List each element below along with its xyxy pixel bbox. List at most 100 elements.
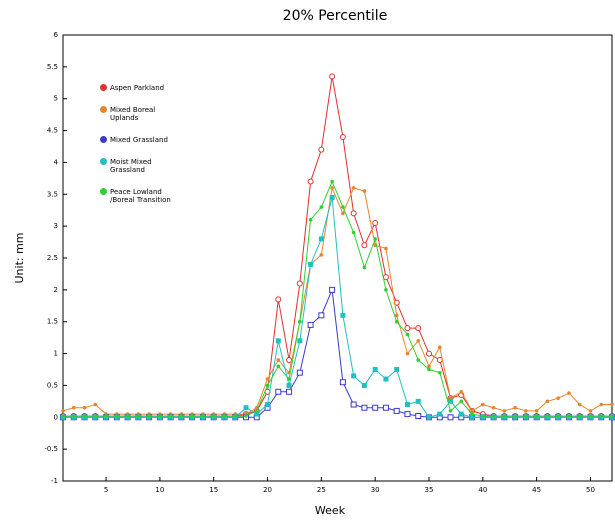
marker bbox=[286, 382, 292, 388]
legend-label: Mixed Boreal Uplands bbox=[110, 106, 156, 122]
marker bbox=[104, 414, 108, 418]
marker bbox=[415, 413, 422, 420]
y-tick-label: 4.5 bbox=[47, 127, 58, 135]
marker bbox=[201, 414, 205, 418]
marker bbox=[382, 404, 389, 411]
y-axis-label: Unit: mm bbox=[13, 232, 26, 283]
marker bbox=[147, 414, 151, 418]
marker bbox=[115, 414, 119, 418]
legend-swatch bbox=[100, 158, 107, 165]
marker bbox=[599, 402, 604, 407]
marker bbox=[610, 402, 614, 407]
marker bbox=[534, 414, 539, 418]
x-tick-label: 20 bbox=[263, 486, 272, 494]
marker bbox=[437, 411, 443, 417]
marker bbox=[351, 373, 357, 379]
y-tick-label: 5.5 bbox=[47, 63, 58, 71]
marker bbox=[351, 230, 356, 235]
marker bbox=[82, 405, 87, 410]
marker bbox=[437, 345, 442, 350]
marker bbox=[588, 409, 593, 413]
marker bbox=[545, 399, 550, 404]
marker bbox=[416, 358, 421, 362]
x-tick-label: 15 bbox=[209, 486, 218, 494]
y-tick-label: -0.5 bbox=[44, 445, 58, 453]
marker bbox=[330, 179, 334, 184]
marker bbox=[599, 414, 604, 418]
series-line bbox=[62, 186, 612, 415]
marker bbox=[372, 404, 379, 411]
marker bbox=[393, 407, 400, 414]
marker bbox=[362, 189, 367, 193]
legend-item: Moist Mixed Grassland bbox=[100, 158, 210, 174]
marker bbox=[340, 312, 346, 318]
marker bbox=[513, 414, 517, 418]
marker bbox=[610, 414, 614, 418]
marker bbox=[350, 401, 357, 408]
marker bbox=[577, 414, 582, 418]
y-tick-label: 2.5 bbox=[47, 254, 58, 262]
y-tick-label: 1.5 bbox=[47, 318, 58, 326]
marker bbox=[254, 409, 259, 413]
marker bbox=[287, 377, 291, 381]
marker bbox=[61, 414, 65, 418]
legend-swatch bbox=[100, 188, 107, 195]
marker bbox=[427, 367, 431, 372]
marker bbox=[339, 133, 346, 140]
marker bbox=[416, 339, 421, 343]
marker bbox=[567, 391, 571, 395]
marker bbox=[459, 399, 464, 404]
marker bbox=[372, 219, 379, 226]
marker bbox=[319, 205, 324, 209]
marker bbox=[351, 186, 356, 190]
legend-item: Peace Lowland /Boreal Transition bbox=[100, 188, 210, 204]
marker bbox=[448, 398, 454, 404]
marker bbox=[93, 414, 98, 418]
marker bbox=[524, 409, 528, 413]
marker bbox=[318, 146, 325, 153]
marker bbox=[567, 414, 571, 418]
marker bbox=[491, 414, 496, 418]
legend-swatch bbox=[100, 136, 107, 143]
marker bbox=[330, 186, 334, 190]
marker bbox=[265, 377, 270, 381]
marker bbox=[275, 338, 281, 344]
marker bbox=[405, 332, 410, 337]
marker bbox=[298, 319, 302, 324]
marker bbox=[577, 402, 582, 407]
marker bbox=[307, 178, 314, 185]
marker bbox=[350, 210, 357, 217]
marker bbox=[588, 414, 593, 418]
marker bbox=[394, 367, 400, 372]
y-tick-label: 0.5 bbox=[47, 381, 58, 389]
x-tick-label: 5 bbox=[104, 486, 108, 494]
marker bbox=[286, 356, 293, 363]
marker bbox=[382, 274, 389, 281]
marker bbox=[459, 390, 464, 394]
marker bbox=[426, 414, 432, 420]
marker bbox=[361, 382, 367, 388]
y-tick-label: 0 bbox=[54, 413, 58, 421]
marker bbox=[222, 414, 227, 418]
y-tick-label: 5 bbox=[54, 95, 58, 103]
marker bbox=[307, 321, 314, 328]
marker bbox=[71, 405, 76, 410]
marker bbox=[319, 253, 324, 257]
y-tick-label: 6 bbox=[54, 31, 59, 39]
marker bbox=[534, 409, 539, 413]
marker bbox=[470, 409, 474, 413]
marker bbox=[244, 414, 248, 418]
marker bbox=[437, 370, 442, 375]
marker bbox=[404, 325, 411, 332]
marker bbox=[481, 414, 485, 418]
marker bbox=[556, 414, 560, 418]
marker bbox=[179, 414, 184, 418]
y-tick-label: 1 bbox=[54, 350, 58, 358]
marker bbox=[276, 364, 281, 369]
x-tick-label: 35 bbox=[425, 486, 434, 494]
marker bbox=[524, 414, 528, 418]
marker bbox=[513, 405, 517, 410]
marker bbox=[296, 369, 303, 376]
marker bbox=[297, 338, 303, 344]
legend-item: Aspen Parkland bbox=[100, 84, 210, 92]
